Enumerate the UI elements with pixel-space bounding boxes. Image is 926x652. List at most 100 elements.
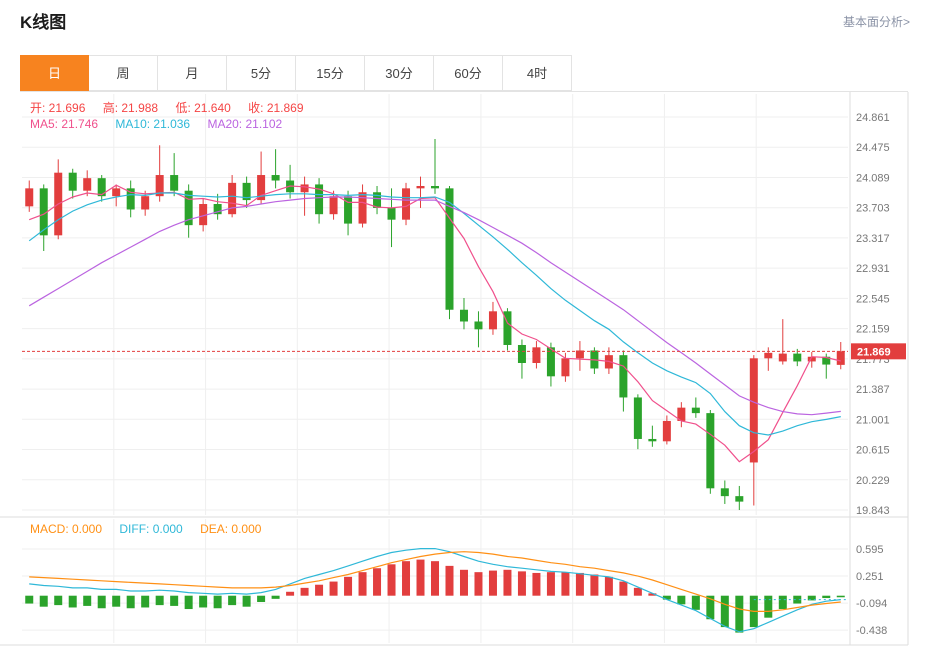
candle-body — [836, 351, 845, 365]
tab-4时[interactable]: 4时 — [503, 55, 572, 91]
candle-body — [431, 185, 439, 189]
macd-bar — [170, 595, 179, 606]
macd-bar — [242, 595, 251, 607]
y-axis-tick: 22.931 — [856, 263, 890, 275]
y-axis-tick: 23.317 — [856, 233, 890, 245]
candle-body — [445, 188, 454, 310]
dea-label: DEA: 0.000 — [200, 522, 262, 536]
candle-body — [648, 438, 657, 442]
macd-bar — [141, 595, 150, 608]
macd-bar — [503, 569, 512, 596]
ma5-line — [28, 184, 841, 463]
macd-bar — [112, 595, 121, 607]
macd-bar — [546, 572, 555, 596]
macd-bar — [822, 595, 831, 599]
macd-bar — [213, 595, 222, 609]
page-header: K线图 基本面分析> — [0, 0, 926, 46]
candle-body — [155, 175, 164, 197]
macd-bar — [662, 595, 671, 600]
macd-bar — [720, 595, 729, 628]
macd-axis-tick: -0.094 — [856, 598, 887, 610]
macd-bar — [691, 595, 700, 610]
macd-bar — [373, 568, 382, 596]
y-axis-tick: 20.229 — [856, 475, 890, 487]
macd-bar — [228, 595, 237, 606]
candle-body — [141, 196, 150, 210]
candle-body — [315, 184, 324, 215]
candle-body — [126, 188, 135, 210]
tab-60分[interactable]: 60分 — [434, 55, 503, 91]
macd-bar — [677, 595, 686, 605]
ohlc-low: 低: 21.640 — [175, 101, 231, 115]
candle-body — [39, 188, 48, 236]
macd-legend: MACD: 0.000 DIFF: 0.000 DEA: 0.000 — [30, 522, 275, 536]
macd-bar — [300, 587, 309, 596]
macd-bar — [706, 595, 715, 620]
candle-body — [199, 204, 208, 226]
macd-bar — [68, 595, 77, 608]
macd-bar — [778, 595, 787, 610]
macd-bar — [764, 595, 773, 618]
candle-body — [793, 353, 802, 362]
tab-15分[interactable]: 15分 — [296, 55, 365, 91]
candle-body — [619, 355, 628, 398]
ohlc-open: 开: 21.696 — [30, 101, 86, 115]
ma-legend: MA5: 21.746 MA10: 21.036 MA20: 21.102 — [30, 117, 296, 131]
diff-label: DIFF: 0.000 — [119, 522, 183, 536]
macd-bar — [286, 591, 295, 596]
price-chart-canvas[interactable]: 24.861 24.475 24.089 23.703 23.317 22.931 22.5… — [0, 92, 910, 652]
candle-body — [749, 358, 758, 463]
macd-bar — [387, 564, 396, 596]
fundamental-analysis-link[interactable]: 基本面分析> — [842, 15, 910, 29]
macd-bar — [532, 572, 541, 596]
y-axis-tick: 24.475 — [856, 142, 890, 154]
macd-bar — [735, 595, 744, 633]
candle-body — [677, 407, 686, 421]
candle-body — [503, 311, 512, 345]
tab-30分[interactable]: 30分 — [365, 55, 434, 91]
macd-bar — [257, 595, 266, 602]
y-axis-tick: 23.703 — [856, 203, 890, 215]
macd-bar — [431, 561, 439, 596]
y-axis-tick: 22.159 — [856, 324, 890, 336]
macd-bar — [199, 595, 208, 608]
macd-bar — [329, 581, 338, 596]
macd-bar — [561, 572, 570, 596]
macd-bar — [39, 595, 48, 607]
candle-body — [691, 407, 700, 414]
macd-bar — [25, 595, 34, 604]
candle-body — [170, 175, 179, 191]
tab-周[interactable]: 周 — [89, 55, 158, 91]
macd-bar — [155, 595, 164, 606]
candle-body — [546, 347, 555, 377]
candle-body — [213, 204, 222, 215]
current-price-tag — [851, 343, 906, 360]
candle-body — [228, 182, 237, 215]
candle-body — [329, 196, 338, 215]
candle-body — [517, 344, 526, 363]
candle-body — [402, 188, 411, 220]
macd-bar — [402, 561, 411, 596]
macd-bar — [358, 572, 367, 596]
macd-bar — [445, 565, 454, 596]
ma5-label: MA5: 21.746 — [30, 117, 99, 131]
candle-body — [83, 178, 92, 191]
tab-月[interactable]: 月 — [158, 55, 227, 91]
ohlc-high: 高: 21.988 — [102, 101, 159, 115]
tab-bar: 日周月 5分 15分 30分 60分 4时 — [20, 55, 908, 92]
tab-日[interactable]: 日 — [20, 55, 89, 91]
macd-bar — [459, 569, 468, 596]
macd-bar — [184, 595, 193, 610]
macd-bar — [793, 595, 802, 604]
candle-body — [807, 356, 816, 362]
macd-bar — [575, 572, 584, 596]
tab-5分[interactable]: 5分 — [227, 55, 296, 91]
candle-body — [561, 358, 570, 377]
ma10-label: MA10: 21.036 — [115, 117, 191, 131]
ma20-label: MA20: 21.102 — [207, 117, 283, 131]
candle-body — [25, 188, 34, 207]
y-axis-tick: 24.089 — [856, 172, 890, 184]
candle-body — [764, 352, 773, 359]
macd-bar — [836, 595, 845, 598]
macd-bar — [619, 581, 628, 596]
